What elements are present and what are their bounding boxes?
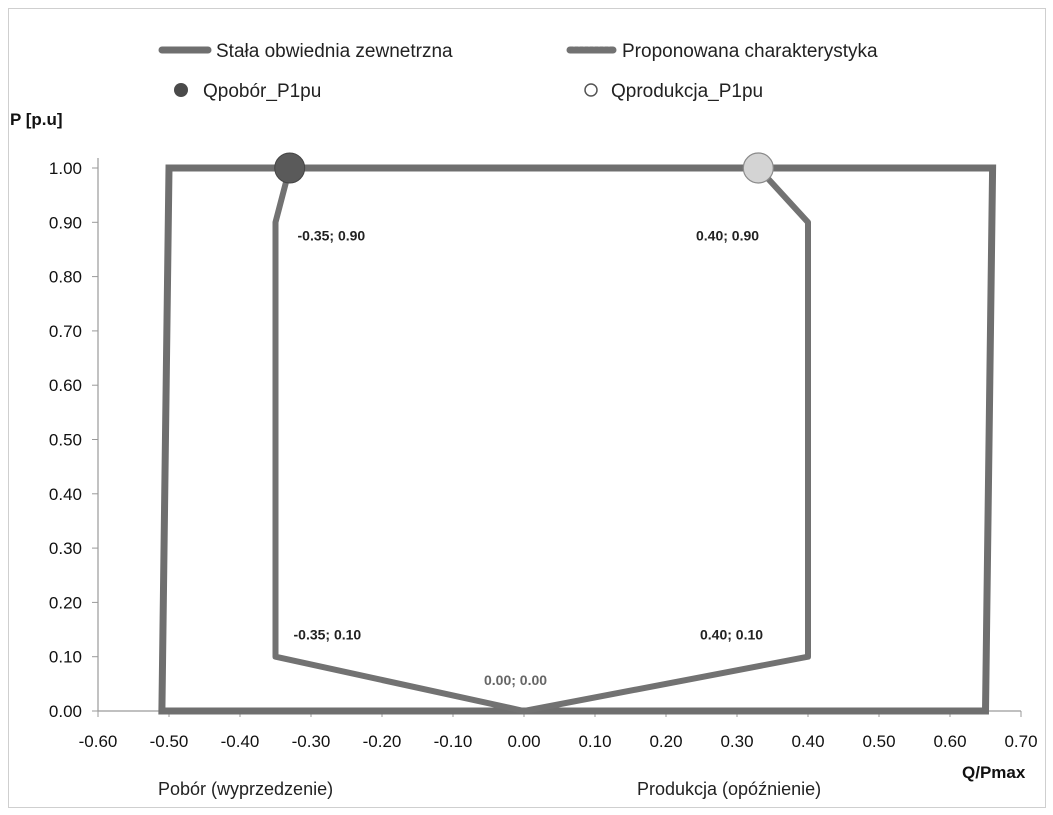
marker-qpobor [274,152,306,184]
x-tick-label: -0.30 [292,732,331,751]
annotation-left-bottom: -0.35; 0.10 [294,627,362,643]
annotation-right-top: 0.40; 0.90 [696,227,759,243]
annotation-origin: 0.00; 0.00 [484,672,547,688]
legend: Stała obwiednia zewnetrzna Proponowana c… [158,41,878,102]
y-tick-label: 0.90 [49,213,82,232]
x-tick-label: -0.60 [79,732,118,751]
series-proposed-line [272,165,811,714]
x-ticks: -0.60 -0.50 -0.40 -0.30 -0.20 -0.10 0.00 0.10 0.… [79,711,1038,751]
y-tick-label: 0.70 [49,322,82,341]
x-tick-label: -0.40 [221,732,260,751]
y-tick-label: 0.50 [49,431,82,450]
legend-label-qpobor: Qpobór_P1pu [203,81,321,102]
y-tick-label: 1.00 [49,159,82,178]
legend-label-envelope: Stała obwiednia zewnetrzna [216,41,453,62]
legend-marker-qprodukcja [584,83,598,97]
annotation-left-top: -0.35; 0.90 [298,227,366,243]
side-label-left: Pobór (wyprzedzenie) [158,779,333,799]
x-tick-label: 0.30 [720,732,753,751]
legend-label-proposed: Proponowana charakterystyka [622,41,878,62]
y-tick-label: 0.30 [49,539,82,558]
marker-qprodukcja [742,152,774,184]
x-tick-label: 0.20 [649,732,682,751]
series-envelope-line [158,164,997,715]
annotation-right-bottom: 0.40; 0.10 [700,627,763,643]
annotations: -0.35; 0.90 0.40; 0.90 -0.35; 0.10 0.40;… [294,227,764,688]
y-tick-label: 0.60 [49,376,82,395]
x-tick-label: 0.40 [791,732,824,751]
x-tick-label: 0.60 [933,732,966,751]
y-tick-label: 0.40 [49,485,82,504]
y-tick-label: 0.80 [49,268,82,287]
chart-frame [8,8,1046,808]
axes [97,158,1021,712]
legend-marker-qpobor [174,83,188,97]
y-tick-label: 0.10 [49,648,82,667]
y-tick-label: 0.00 [49,702,82,721]
x-tick-label: 0.50 [862,732,895,751]
y-ticks: 0.00 0.10 0.20 0.30 0.40 0.50 0.60 0.70 0.80 0.90… [49,159,98,721]
x-tick-label: -0.50 [150,732,189,751]
x-axis-title: Q/Pmax [962,763,1026,782]
y-axis-title: P [p.u] [10,110,63,129]
x-tick-label: -0.10 [434,732,473,751]
legend-label-qprodukcja: Qprodukcja_P1pu [611,81,763,102]
x-tick-label: 0.70 [1004,732,1037,751]
side-label-right: Produkcja (opóźnienie) [637,779,821,799]
x-tick-label: 0.00 [507,732,540,751]
x-tick-label: 0.10 [578,732,611,751]
x-tick-label: -0.20 [363,732,402,751]
y-tick-label: 0.20 [49,593,82,612]
